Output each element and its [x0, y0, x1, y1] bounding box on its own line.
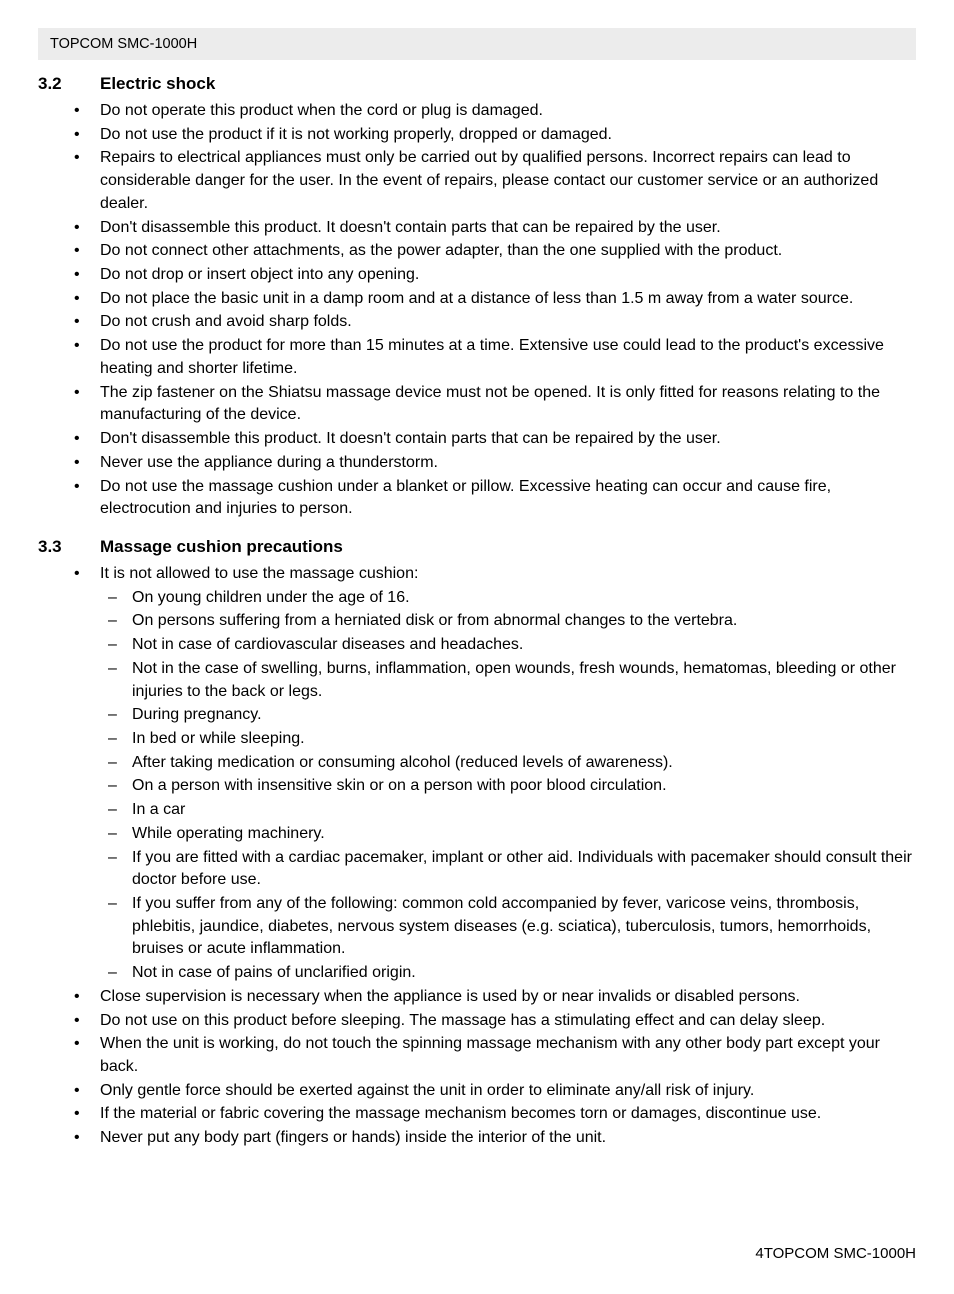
- sub-list-item: During pregnancy.: [100, 704, 916, 727]
- list-item: Do not connect other attachments, as the…: [38, 240, 916, 263]
- sub-list-item: Not in the case of swelling, burns, infl…: [100, 658, 916, 703]
- list-item: Do not operate this product when the cor…: [38, 100, 916, 123]
- section-number: 3.2: [38, 74, 100, 94]
- list-item-with-sublist: It is not allowed to use the massage cus…: [38, 563, 916, 985]
- list-item: Repairs to electrical appliances must on…: [38, 147, 916, 215]
- list-item: Never put any body part (fingers or hand…: [38, 1127, 916, 1150]
- list-item: If the material or fabric covering the m…: [38, 1103, 916, 1126]
- sub-list-item: On young children under the age of 16.: [100, 587, 916, 610]
- list-item: Do not place the basic unit in a damp ro…: [38, 288, 916, 311]
- bullet-list-3-3: It is not allowed to use the massage cus…: [38, 563, 916, 1150]
- list-item: Don't disassemble this product. It doesn…: [38, 428, 916, 451]
- sub-list-item: If you are fitted with a cardiac pacemak…: [100, 847, 916, 892]
- list-item: The zip fastener on the Shiatsu massage …: [38, 382, 916, 427]
- sub-list-item: On a person with insensitive skin or on …: [100, 775, 916, 798]
- list-item: Never use the appliance during a thunder…: [38, 452, 916, 475]
- list-item: Do not use the product for more than 15 …: [38, 335, 916, 380]
- sub-list-item: If you suffer from any of the following:…: [100, 893, 916, 961]
- list-item: Do not crush and avoid sharp folds.: [38, 311, 916, 334]
- sub-list-item: Not in case of pains of unclarified orig…: [100, 962, 916, 985]
- section-heading-3-2: 3.2 Electric shock: [38, 74, 916, 94]
- dash-sublist: On young children under the age of 16. O…: [100, 587, 916, 985]
- sub-list-item: In bed or while sleeping.: [100, 728, 916, 751]
- sub-list-item: While operating machinery.: [100, 823, 916, 846]
- sub-list-item: After taking medication or consuming alc…: [100, 752, 916, 775]
- list-item: Don't disassemble this product. It doesn…: [38, 217, 916, 240]
- sub-list-item: Not in case of cardiovascular diseases a…: [100, 634, 916, 657]
- list-item-text: It is not allowed to use the massage cus…: [100, 565, 418, 582]
- document-page: TOPCOM SMC-1000H 3.2 Electric shock Do n…: [0, 0, 954, 1294]
- sub-list-item: In a car: [100, 799, 916, 822]
- list-item: Do not drop or insert object into any op…: [38, 264, 916, 287]
- bullet-list-3-2: Do not operate this product when the cor…: [38, 100, 916, 521]
- sub-list-item: On persons suffering from a herniated di…: [100, 610, 916, 633]
- list-item: When the unit is working, do not touch t…: [38, 1033, 916, 1078]
- list-item: Only gentle force should be exerted agai…: [38, 1080, 916, 1103]
- list-item: Do not use the product if it is not work…: [38, 124, 916, 147]
- list-item: Close supervision is necessary when the …: [38, 986, 916, 1009]
- page-footer: 4TOPCOM SMC-1000H: [755, 1245, 916, 1262]
- section-number: 3.3: [38, 537, 100, 557]
- list-item: Do not use the massage cushion under a b…: [38, 476, 916, 521]
- section-heading-3-3: 3.3 Massage cushion precautions: [38, 537, 916, 557]
- section-title: Massage cushion precautions: [100, 537, 343, 557]
- list-item: Do not use on this product before sleepi…: [38, 1010, 916, 1033]
- header-band: TOPCOM SMC-1000H: [38, 28, 916, 60]
- header-product-label: TOPCOM SMC-1000H: [50, 36, 197, 52]
- footer-text: 4TOPCOM SMC-1000H: [755, 1245, 916, 1262]
- section-title: Electric shock: [100, 74, 215, 94]
